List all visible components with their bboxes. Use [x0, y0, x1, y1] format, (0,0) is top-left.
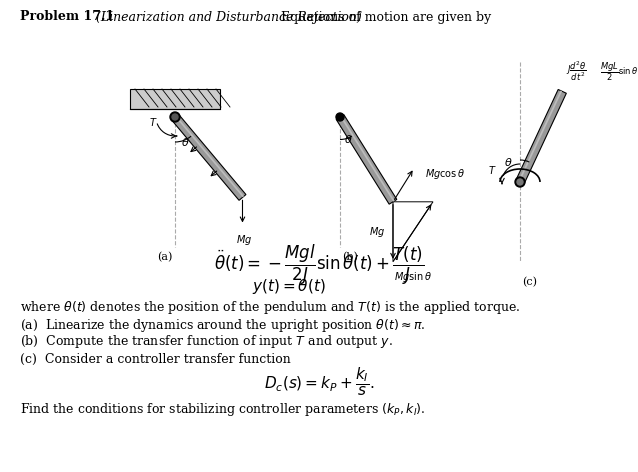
Text: $Mg\sin\theta$: $Mg\sin\theta$: [394, 270, 432, 284]
Polygon shape: [518, 91, 562, 182]
Text: $Mg$: $Mg$: [369, 225, 385, 239]
Text: (b): (b): [342, 252, 358, 262]
Text: $T$: $T$: [487, 164, 496, 176]
Circle shape: [517, 179, 523, 185]
Text: $Mg\cos\theta$: $Mg\cos\theta$: [425, 167, 465, 181]
Text: $Mg$: $Mg$: [237, 234, 253, 247]
FancyBboxPatch shape: [130, 89, 220, 109]
Text: $J\dfrac{d^2\theta}{dt^2}$: $J\dfrac{d^2\theta}{dt^2}$: [567, 59, 587, 83]
Text: (c)  Consider a controller transfer function: (c) Consider a controller transfer funct…: [20, 353, 291, 365]
Circle shape: [515, 177, 525, 187]
Text: Find the conditions for stabilizing controller parameters $(k_P, k_I)$.: Find the conditions for stabilizing cont…: [20, 401, 426, 418]
Text: $y(t) = \theta(t)$: $y(t) = \theta(t)$: [252, 278, 326, 296]
Text: (a): (a): [158, 252, 173, 262]
Text: $\ddot{\theta}(t) = -\dfrac{Mgl}{2J}\sin\theta(t) + \dfrac{T(t)}{J}$: $\ddot{\theta}(t) = -\dfrac{Mgl}{2J}\sin…: [214, 243, 424, 287]
Text: (b)  Compute the transfer function of input $T$ and output $y$.: (b) Compute the transfer function of inp…: [20, 334, 393, 351]
Text: $\theta$: $\theta$: [181, 136, 189, 148]
Text: $\theta$: $\theta$: [344, 133, 352, 145]
Text: (c): (c): [523, 277, 537, 287]
Text: Problem 17.1: Problem 17.1: [20, 10, 114, 24]
Polygon shape: [340, 116, 395, 202]
Text: $T$: $T$: [149, 116, 158, 128]
Polygon shape: [336, 115, 397, 204]
Polygon shape: [516, 90, 567, 184]
Polygon shape: [175, 116, 244, 197]
Circle shape: [170, 112, 180, 122]
Text: $\dfrac{MgL}{2}\sin\theta$: $\dfrac{MgL}{2}\sin\theta$: [600, 60, 638, 83]
Text: $\theta$: $\theta$: [504, 156, 512, 168]
Text: (a)  Linearize the dynamics around the upright position $\theta(t) \approx \pi$.: (a) Linearize the dynamics around the up…: [20, 317, 426, 334]
Text: (Linearization and Disturbance Rejection): (Linearization and Disturbance Rejection…: [92, 10, 362, 24]
Circle shape: [172, 114, 178, 120]
Circle shape: [336, 113, 344, 121]
Text: Equations of motion are given by: Equations of motion are given by: [277, 10, 491, 24]
Text: $D_c(s) = k_P + \dfrac{k_I}{s}.$: $D_c(s) = k_P + \dfrac{k_I}{s}.$: [263, 366, 375, 398]
Text: where $\theta(t)$ denotes the position of the pendulum and $T(t)$ is the applied: where $\theta(t)$ denotes the position o…: [20, 298, 521, 315]
Polygon shape: [172, 114, 246, 200]
